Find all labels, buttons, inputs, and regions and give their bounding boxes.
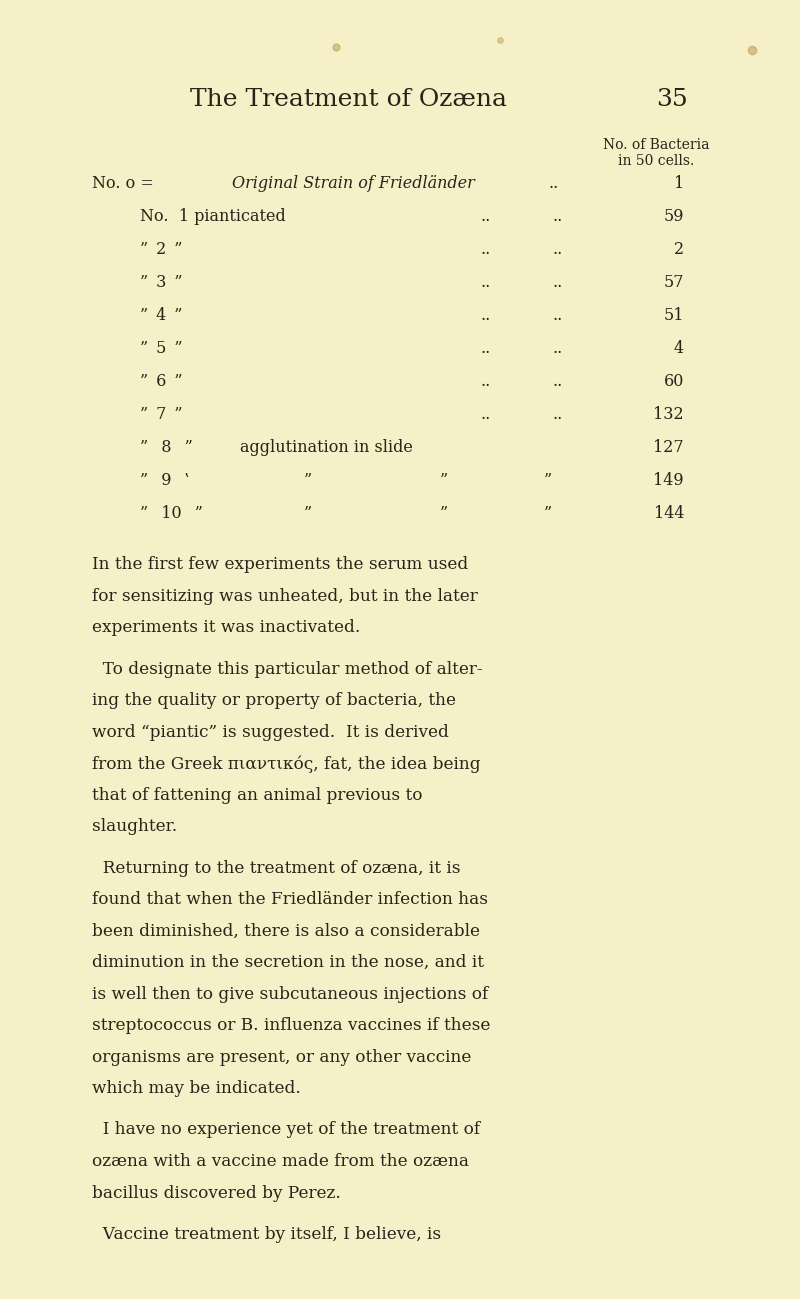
Text: ” 7 ”: ” 7 ” [140, 407, 182, 423]
Text: from the Greek πιαντικός, fat, the idea being: from the Greek πιαντικός, fat, the idea … [92, 755, 481, 773]
Text: ” 3 ”: ” 3 ” [140, 274, 182, 291]
Text: been diminished, there is also a considerable: been diminished, there is also a conside… [92, 922, 480, 939]
Text: No. of Bacteria: No. of Bacteria [602, 138, 710, 152]
Text: 51: 51 [663, 307, 684, 323]
Text: 1: 1 [674, 175, 684, 192]
Text: ” 6 ”: ” 6 ” [140, 373, 182, 390]
Text: ”: ” [440, 472, 448, 488]
Text: experiments it was inactivated.: experiments it was inactivated. [92, 620, 360, 637]
Text: ”: ” [304, 505, 312, 522]
Text: 57: 57 [663, 274, 684, 291]
Text: ..: .. [552, 307, 562, 323]
Text: slaughter.: slaughter. [92, 818, 178, 835]
Text: ..: .. [552, 340, 562, 357]
Text: 59: 59 [663, 208, 684, 225]
Text: for sensitizing was unheated, but in the later: for sensitizing was unheated, but in the… [92, 587, 478, 604]
Text: ”  10  ”: ” 10 ” [140, 505, 203, 522]
Text: I have no experience yet of the treatment of: I have no experience yet of the treatmen… [92, 1121, 480, 1138]
Text: ” 4 ”: ” 4 ” [140, 307, 182, 323]
Text: agglutination in slide: agglutination in slide [240, 439, 413, 456]
Text: ..: .. [552, 373, 562, 390]
Text: that of fattening an animal previous to: that of fattening an animal previous to [92, 786, 422, 804]
Text: bacillus discovered by Perez.: bacillus discovered by Perez. [92, 1185, 341, 1202]
Text: Original Strain of Friedländer: Original Strain of Friedländer [232, 175, 474, 192]
Text: ozæna with a vaccine made from the ozæna: ozæna with a vaccine made from the ozæna [92, 1154, 469, 1170]
Text: ..: .. [480, 340, 490, 357]
Text: No. o =: No. o = [92, 175, 159, 192]
Text: No.  1 pianticated: No. 1 pianticated [140, 208, 286, 225]
Text: ”: ” [544, 505, 552, 522]
Text: which may be indicated.: which may be indicated. [92, 1079, 301, 1096]
Text: is well then to give subcutaneous injections of: is well then to give subcutaneous inject… [92, 986, 488, 1003]
Text: 2: 2 [674, 242, 684, 259]
Text: Vaccine treatment by itself, I believe, is: Vaccine treatment by itself, I believe, … [92, 1226, 441, 1243]
Text: diminution in the secretion in the nose, and it: diminution in the secretion in the nose,… [92, 953, 484, 970]
Text: ”: ” [544, 472, 552, 488]
Text: ..: .. [480, 373, 490, 390]
Text: The Treatment of Ozæna: The Treatment of Ozæna [190, 88, 506, 110]
Text: ..: .. [552, 208, 562, 225]
Text: 127: 127 [654, 439, 684, 456]
Text: ”: ” [304, 472, 312, 488]
Text: in 50 cells.: in 50 cells. [618, 155, 694, 168]
Text: streptococcus or B. influenza vaccines if these: streptococcus or B. influenza vaccines i… [92, 1017, 490, 1034]
Text: word “piantic” is suggested.  It is derived: word “piantic” is suggested. It is deriv… [92, 724, 449, 740]
Text: ..: .. [480, 274, 490, 291]
Text: ..: .. [480, 307, 490, 323]
Text: 144: 144 [654, 505, 684, 522]
Text: ..: .. [480, 208, 490, 225]
Text: ..: .. [552, 407, 562, 423]
Text: 35: 35 [656, 88, 688, 110]
Text: 60: 60 [664, 373, 684, 390]
Text: organisms are present, or any other vaccine: organisms are present, or any other vacc… [92, 1048, 471, 1065]
Text: ..: .. [480, 407, 490, 423]
Text: ”  8  ”: ” 8 ” [140, 439, 193, 456]
Text: 4: 4 [674, 340, 684, 357]
Text: ..: .. [548, 175, 558, 192]
Text: ” 5 ”: ” 5 ” [140, 340, 182, 357]
Text: ing the quality or property of bacteria, the: ing the quality or property of bacteria,… [92, 692, 456, 709]
Text: In the first few experiments the serum used: In the first few experiments the serum u… [92, 556, 468, 573]
Text: Returning to the treatment of ozæna, it is: Returning to the treatment of ozæna, it … [92, 860, 461, 877]
Text: found that when the Friedländer infection has: found that when the Friedländer infectio… [92, 891, 488, 908]
Text: ..: .. [552, 274, 562, 291]
Text: 132: 132 [654, 407, 684, 423]
Text: ” 2 ”: ” 2 ” [140, 242, 182, 259]
Text: 149: 149 [654, 472, 684, 488]
Text: ”: ” [440, 505, 448, 522]
Text: ..: .. [552, 242, 562, 259]
Text: ..: .. [480, 242, 490, 259]
Text: ”  9  ‛: ” 9 ‛ [140, 472, 190, 488]
Text: To designate this particular method of alter-: To designate this particular method of a… [92, 660, 482, 678]
